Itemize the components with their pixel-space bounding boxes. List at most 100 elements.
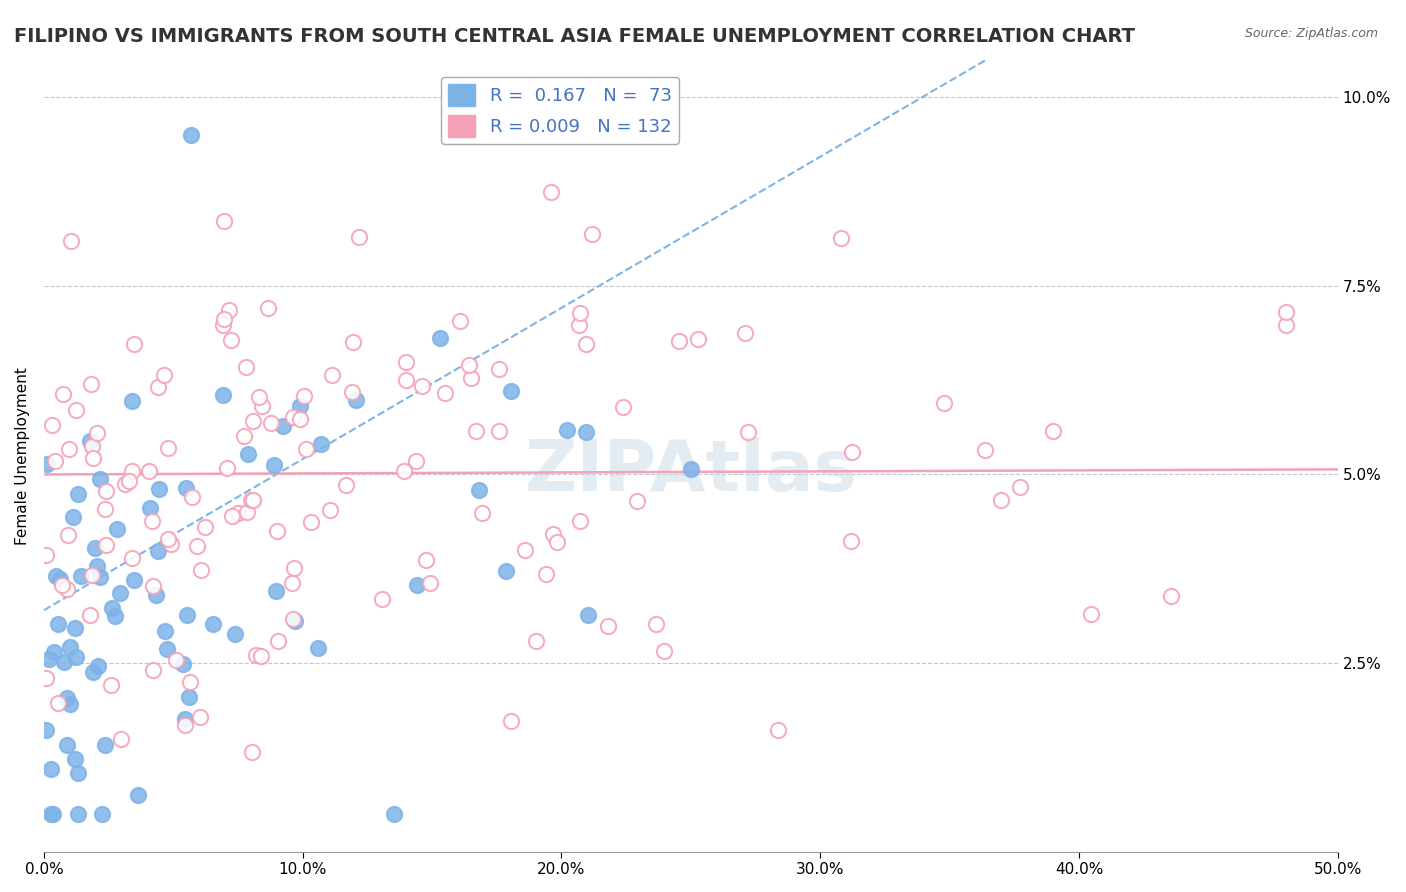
Point [179, 675, 201, 690]
Point [44, 644, 66, 658]
Point [80, 439, 103, 453]
Point [309, 437, 332, 451]
Point [382, 806, 405, 821]
Point [212, 214, 235, 228]
Point [256, 301, 278, 315]
Point [488, 424, 510, 438]
Point [51, 578, 73, 592]
Point [645, 616, 668, 631]
Point [79, 434, 101, 448]
Point [148, 380, 170, 394]
Point [66, 806, 89, 821]
Point [39, 762, 62, 776]
Point [188, 710, 211, 724]
Point [84, 541, 107, 555]
Point [290, 399, 312, 413]
Point [395, 373, 418, 387]
Legend: R =  0.167   N =  73, R = 0.009   N = 132: R = 0.167 N = 73, R = 0.009 N = 132 [441, 77, 679, 145]
Point [283, 613, 305, 627]
Point [568, 318, 591, 332]
Point [419, 575, 441, 590]
Point [38, 652, 60, 666]
Point [974, 442, 997, 457]
Point [80, 567, 103, 582]
Point [1042, 424, 1064, 438]
Point [263, 458, 285, 473]
Point [105, 522, 128, 536]
Point [146, 543, 169, 558]
Point [238, 447, 260, 461]
Point [63, 751, 86, 765]
Point [245, 648, 267, 662]
Point [159, 537, 181, 551]
Point [49, 572, 72, 586]
Point [405, 453, 427, 467]
Point [250, 399, 273, 413]
Point [457, 358, 479, 372]
Point [1275, 305, 1298, 319]
Point [186, 539, 208, 553]
Point [165, 653, 187, 667]
Point [80, 376, 103, 391]
Point [114, 477, 136, 491]
Point [138, 464, 160, 478]
Point [576, 607, 599, 622]
Point [281, 575, 304, 590]
Point [41, 418, 63, 433]
Text: ZIPAtlas: ZIPAtlas [524, 437, 858, 506]
Point [344, 392, 367, 407]
Point [35, 548, 58, 562]
Point [281, 410, 304, 425]
Point [990, 493, 1012, 508]
Point [122, 337, 145, 351]
Point [37, 458, 59, 472]
Point [212, 388, 235, 402]
Point [110, 732, 132, 747]
Point [271, 418, 294, 433]
Point [260, 416, 283, 430]
Point [568, 514, 591, 528]
Point [52, 387, 75, 401]
Point [45, 569, 67, 583]
Point [1080, 607, 1102, 622]
Point [734, 326, 756, 340]
Point [468, 483, 491, 497]
Point [56, 527, 79, 541]
Point [499, 714, 522, 728]
Point [39, 806, 62, 821]
Point [82, 665, 104, 679]
Point [768, 723, 790, 737]
Point [101, 601, 124, 615]
Point [581, 227, 603, 242]
Point [65, 402, 87, 417]
Point [79, 608, 101, 623]
Point [86, 426, 108, 441]
Point [59, 640, 82, 654]
Point [264, 584, 287, 599]
Point [839, 533, 862, 548]
Point [44, 454, 66, 468]
Point [174, 712, 197, 726]
Point [569, 305, 592, 319]
Point [42, 806, 65, 821]
Point [70, 569, 93, 583]
Point [56, 738, 79, 752]
Point [217, 461, 239, 475]
Point [319, 503, 342, 517]
Point [465, 425, 488, 439]
Point [156, 642, 179, 657]
Point [841, 445, 863, 459]
Point [232, 429, 254, 443]
Point [433, 386, 456, 401]
Point [342, 334, 364, 349]
Point [688, 332, 710, 346]
Point [321, 368, 343, 383]
Point [347, 229, 370, 244]
Point [335, 478, 357, 492]
Point [179, 690, 201, 705]
Point [219, 334, 242, 348]
Point [405, 577, 427, 591]
Point [157, 441, 180, 455]
Point [267, 633, 290, 648]
Point [148, 482, 170, 496]
